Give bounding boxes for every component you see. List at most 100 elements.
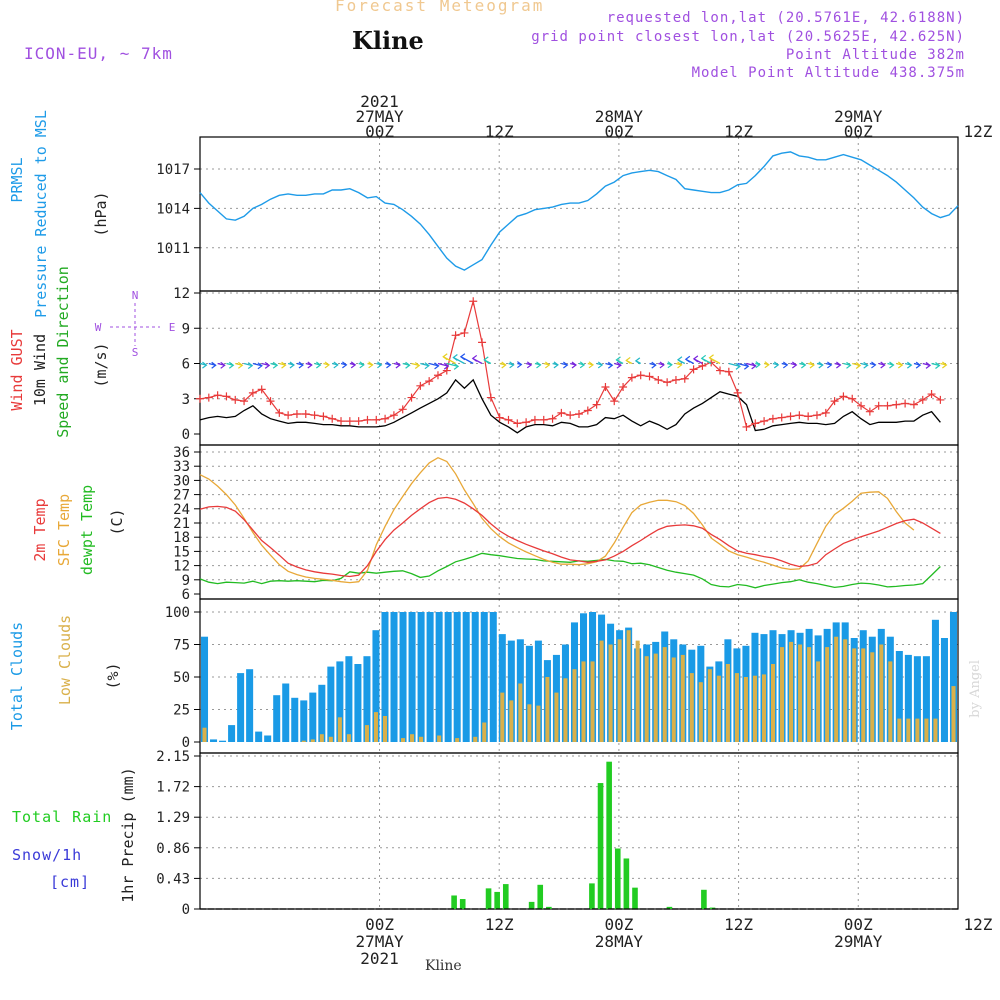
wind-arrow-head [764, 361, 770, 369]
wind-arrow-head [289, 361, 295, 369]
gust-marker [213, 391, 222, 400]
gust-marker [460, 328, 469, 337]
gust-marker [636, 371, 645, 380]
rain-bar [459, 899, 466, 909]
low-cloud-bar [725, 664, 730, 742]
wind-arrow-head [659, 361, 665, 369]
rain-bar [546, 906, 552, 909]
gust-marker [689, 365, 698, 374]
gust-marker [204, 393, 213, 402]
low-cloud-bar [626, 630, 631, 742]
wind-arrow-head [281, 361, 287, 369]
low-cloud-bar [915, 718, 920, 742]
low-cloud-bar [518, 683, 523, 742]
total-cloud-bar [381, 612, 389, 742]
wind-arrow [446, 362, 459, 368]
wind-arrow-head [684, 355, 691, 363]
wind-arrow-head [588, 361, 594, 369]
compass-w: W [95, 321, 102, 334]
y-tick-label: 33 [173, 459, 190, 475]
wind-arrow-head [915, 361, 922, 369]
wind-arrow-head [897, 361, 904, 369]
wind-arrow-head [272, 361, 279, 369]
low-cloud-bar [689, 673, 694, 742]
gust-marker [857, 401, 866, 410]
top-time-label: 27MAY [355, 107, 404, 126]
gust-marker [909, 400, 918, 409]
low-cloud-bar [410, 734, 415, 742]
low-cloud-bar [680, 654, 685, 742]
gust-marker [292, 410, 301, 419]
y-tick-label: 6 [182, 587, 190, 603]
total-cloud-bar [444, 612, 452, 742]
y-tick-label: 75 [173, 638, 190, 654]
place-name: Kline [352, 26, 424, 55]
top-time-label: 2021 [360, 92, 399, 111]
low-cloud-bar [834, 636, 839, 742]
low-cloud-bar [635, 640, 640, 742]
temp-dewpt-label: dewpt Temp [78, 485, 96, 575]
wind-arrow-head [395, 361, 401, 369]
y-tick-label: 1017 [156, 162, 190, 178]
rain-bar [485, 888, 492, 909]
low-cloud-bar [455, 738, 460, 742]
low-cloud-bar [617, 639, 622, 742]
gust-marker [363, 415, 372, 424]
wind-arrow-head [597, 361, 604, 369]
top-time-label: 12Z [724, 122, 753, 141]
top-time-label: 29MAY [834, 107, 883, 126]
total-cloud-bar [372, 630, 380, 742]
low-cloud-bar [644, 656, 649, 742]
low-cloud-bar [536, 705, 541, 742]
gust-marker [196, 394, 204, 403]
rain-bar [451, 895, 457, 909]
low-cloud-bar [852, 648, 857, 742]
gust-marker [389, 411, 398, 420]
low-cloud-bar [807, 647, 812, 742]
gust-marker [222, 392, 231, 401]
wind-10m-label: 10m Wind [31, 334, 49, 406]
gust-marker [671, 375, 680, 384]
total-cloud-bar [273, 695, 281, 742]
rain-bar [589, 883, 595, 909]
gust-marker [812, 411, 821, 420]
wind-arrow-head [708, 354, 714, 362]
wind-arrow-head [579, 361, 586, 369]
clouds-unit-label: (%) [104, 662, 122, 689]
requested-coords: requested lon,lat (20.5761E, 42.6188N) [606, 10, 965, 26]
y-tick-label: 2.15 [156, 749, 190, 765]
total-cloud-bar [354, 664, 362, 742]
temp-2m-label: 2m Temp [31, 498, 49, 561]
total-cloud-bar [255, 731, 263, 742]
y-tick-label: 9 [182, 321, 190, 337]
wind-arrow-head [350, 361, 357, 369]
y-tick-label: 100 [165, 605, 190, 621]
wind-arrow-head [471, 354, 478, 362]
y-tick-label: 12 [173, 286, 190, 302]
wind-arrow-head [773, 361, 780, 369]
dewpt-line [199, 552, 941, 589]
gust-marker [918, 395, 927, 404]
wind-arrow-head [264, 361, 271, 369]
total-cloud-bar [489, 612, 497, 742]
low-cloud-bar [509, 700, 514, 742]
gust-marker [680, 374, 689, 383]
rain-bar [537, 884, 544, 909]
wind-arrow-head [517, 361, 523, 369]
low-cloud-bar [789, 641, 794, 742]
bottom-time-label: 00Z [844, 915, 873, 934]
total-cloud-bar [913, 656, 921, 742]
low-cloud-bar [581, 661, 586, 742]
low-cloud-bar [310, 739, 315, 742]
wind-speed-line [199, 378, 941, 434]
wind-arrow-head [247, 362, 254, 370]
top-time-label: 12Z [485, 122, 514, 141]
wind-arrow-head [735, 362, 741, 370]
total-cloud-bar [922, 656, 930, 742]
total-cloud-bar [534, 640, 542, 742]
low-cloud-bar [734, 673, 739, 742]
low-clouds-label: Low Clouds [56, 615, 74, 705]
gust-marker [663, 378, 672, 387]
low-cloud-bar [662, 647, 667, 742]
rain-bar [614, 848, 621, 909]
